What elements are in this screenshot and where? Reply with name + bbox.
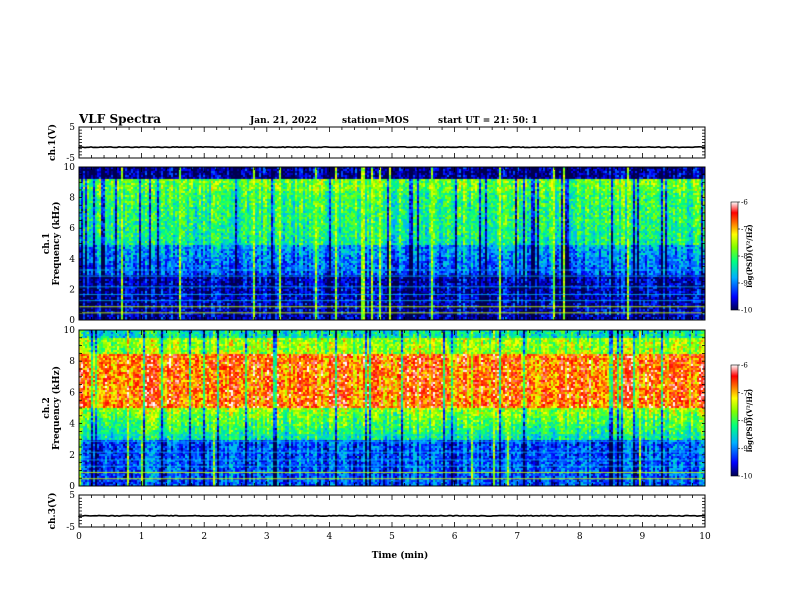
colorbar-tick-label: -6 — [741, 362, 748, 370]
y-tick-label: 10 — [64, 163, 76, 173]
ch2-spectrogram-colorbar — [730, 364, 739, 477]
y-tick-label: 8 — [69, 194, 75, 204]
y-tick-label: 10 — [64, 326, 76, 336]
y-tick-label: -5 — [66, 523, 75, 533]
y-tick-label: 5 — [69, 491, 75, 501]
y-axis-label: ch.1(V) — [47, 124, 58, 161]
y-axis-label: Frequency (kHz) — [51, 201, 62, 285]
x-tick-label: 8 — [577, 532, 583, 542]
x-tick-label: 9 — [640, 532, 646, 542]
colorbar-tick-label: -10 — [741, 307, 752, 315]
figure-title: VLF Spectra — [78, 112, 161, 126]
date-label: Jan. 21, 2022 — [249, 116, 317, 126]
y-tick-label: 4 — [69, 255, 75, 265]
x-tick-label: 2 — [201, 532, 207, 542]
y-tick-label: 5 — [69, 123, 75, 133]
colorbar-tick-label: -9 — [741, 445, 748, 453]
colorbar-tick-label: -8 — [741, 253, 748, 261]
y-axis-label: ch.2 — [42, 397, 52, 418]
ch1-spectrogram-image — [79, 167, 705, 320]
y-axis-label: ch.1 — [42, 233, 52, 254]
ch3-waveform-trace — [78, 514, 706, 518]
x-tick-label: 7 — [514, 532, 520, 542]
colorbar-tick-label: -10 — [741, 473, 752, 481]
y-tick-label: -5 — [66, 154, 75, 164]
y-axis-label: Frequency (kHz) — [51, 366, 62, 450]
x-tick-label: 5 — [389, 532, 395, 542]
colorbar-tick-label: -9 — [741, 280, 748, 288]
y-tick-label: 8 — [69, 357, 75, 367]
start-time-label: start UT = 21: 50: 1 — [438, 116, 538, 126]
x-tick-label: 6 — [452, 532, 458, 542]
y-tick-label: 4 — [69, 420, 75, 430]
x-tick-label: 10 — [699, 532, 711, 542]
y-tick-label: 6 — [69, 224, 75, 234]
y-tick-label: 2 — [69, 451, 75, 461]
colorbar-tick-label: -8 — [741, 417, 748, 425]
colorbar-label: log(PSD)(V²/Hz) — [745, 389, 754, 453]
station-label: station=MOS — [342, 116, 409, 126]
x-axis-label: Time (min) — [372, 550, 429, 561]
y-tick-label: 0 — [69, 482, 75, 492]
ch1-spectrogram-colorbar — [730, 201, 739, 311]
x-tick-label: 0 — [76, 532, 82, 542]
x-tick-label: 4 — [327, 532, 333, 542]
y-tick-label: 6 — [69, 388, 75, 398]
colorbar-tick-label: -6 — [741, 199, 748, 207]
y-axis-label: ch.3(V) — [47, 493, 58, 530]
x-tick-label: 3 — [264, 532, 270, 542]
colorbar-label: log(PSD)(V²/Hz) — [745, 224, 754, 288]
ch2-spectrogram-image — [79, 330, 705, 486]
ch2-spectrogram-canvas — [79, 330, 705, 486]
ch1-spectrogram-canvas — [79, 167, 705, 320]
ch1-waveform-trace — [78, 145, 706, 149]
colorbar-tick-label: -7 — [741, 226, 748, 234]
colorbar-tick-label: -7 — [741, 389, 748, 397]
y-tick-label: 2 — [69, 285, 75, 295]
y-tick-label: 0 — [69, 316, 75, 326]
x-tick-label: 1 — [139, 532, 145, 542]
